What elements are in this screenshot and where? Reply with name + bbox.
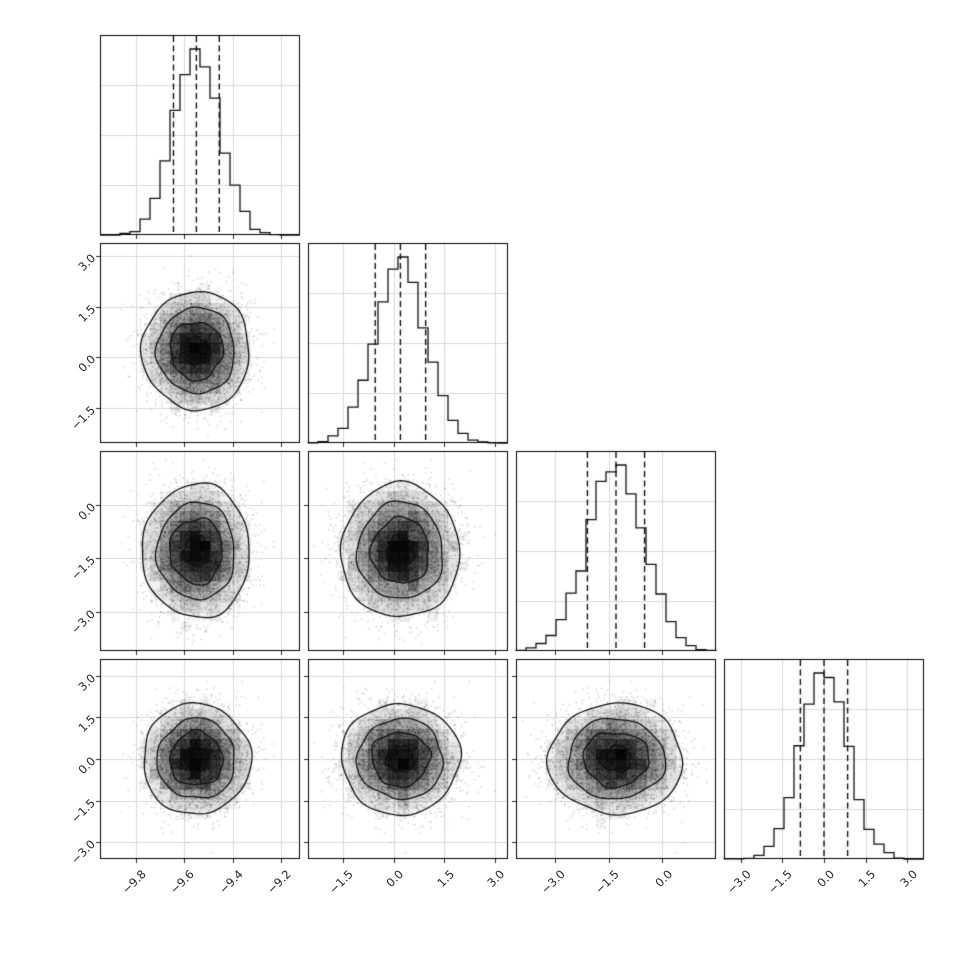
corner-plot-canvas [0, 0, 970, 970]
corner-plot-figure: −9.8 −9.6 −9.4 −9.2 −1.5 0.0 1.5 3.0 −3.0 −1.5 0.0… [0, 0, 970, 970]
